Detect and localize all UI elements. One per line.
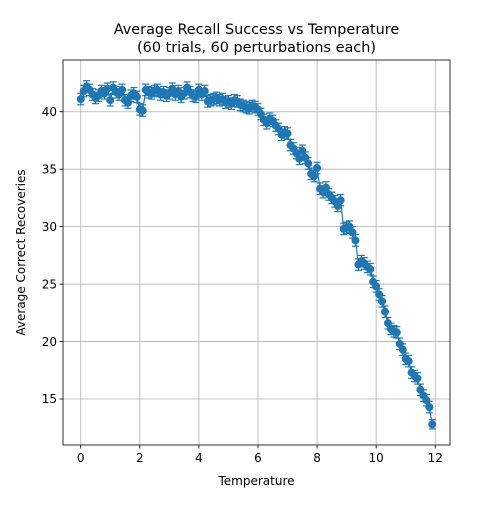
- data-point: [378, 297, 387, 306]
- chart-subtitle: (60 trials, 60 perturbations each): [137, 40, 376, 56]
- y-tick-label: 30: [42, 220, 57, 234]
- data-point: [422, 396, 431, 405]
- data-point: [404, 357, 413, 366]
- y-tick-label: 35: [42, 162, 57, 176]
- y-tick-label: 40: [42, 105, 57, 119]
- data-point: [336, 196, 345, 205]
- data-point: [200, 87, 209, 96]
- data-point: [283, 129, 292, 138]
- data-point: [425, 403, 434, 412]
- x-tick-label: 0: [77, 451, 85, 465]
- x-tick-label: 4: [195, 451, 203, 465]
- data-point: [381, 307, 390, 316]
- data-point: [106, 96, 115, 105]
- x-axis-ticks: 0 2 4 6 8 10 12: [77, 445, 443, 465]
- data-point: [392, 328, 401, 337]
- x-tick-label: 12: [428, 451, 443, 465]
- plot-frame: [62, 59, 451, 446]
- x-tick-label: 8: [313, 451, 321, 465]
- data-point: [138, 106, 147, 115]
- data-point: [428, 420, 437, 429]
- data-point: [304, 159, 313, 168]
- data-point: [413, 374, 422, 383]
- y-tick-label: 25: [42, 277, 57, 291]
- y-axis-ticks: 15 20 25 30 35 40: [42, 105, 63, 406]
- data-point: [375, 290, 384, 299]
- y-tick-label: 20: [42, 335, 57, 349]
- data-point: [123, 98, 132, 107]
- x-tick-label: 2: [136, 451, 144, 465]
- data-series: [76, 80, 437, 430]
- x-axis-label: Temperature: [217, 474, 294, 488]
- data-point: [351, 236, 360, 245]
- x-tick-label: 10: [369, 451, 384, 465]
- y-tick-label: 15: [42, 392, 57, 406]
- chart-title: Average Recall Success vs Temperature: [114, 22, 400, 38]
- data-point: [132, 92, 141, 101]
- y-axis-label: Average Correct Recoveries: [14, 169, 28, 335]
- data-point: [313, 164, 322, 173]
- data-point: [298, 146, 307, 155]
- data-point: [398, 345, 407, 354]
- data-point: [366, 265, 375, 274]
- data-point: [321, 183, 330, 192]
- x-tick-label: 6: [254, 451, 262, 465]
- data-point: [118, 85, 127, 94]
